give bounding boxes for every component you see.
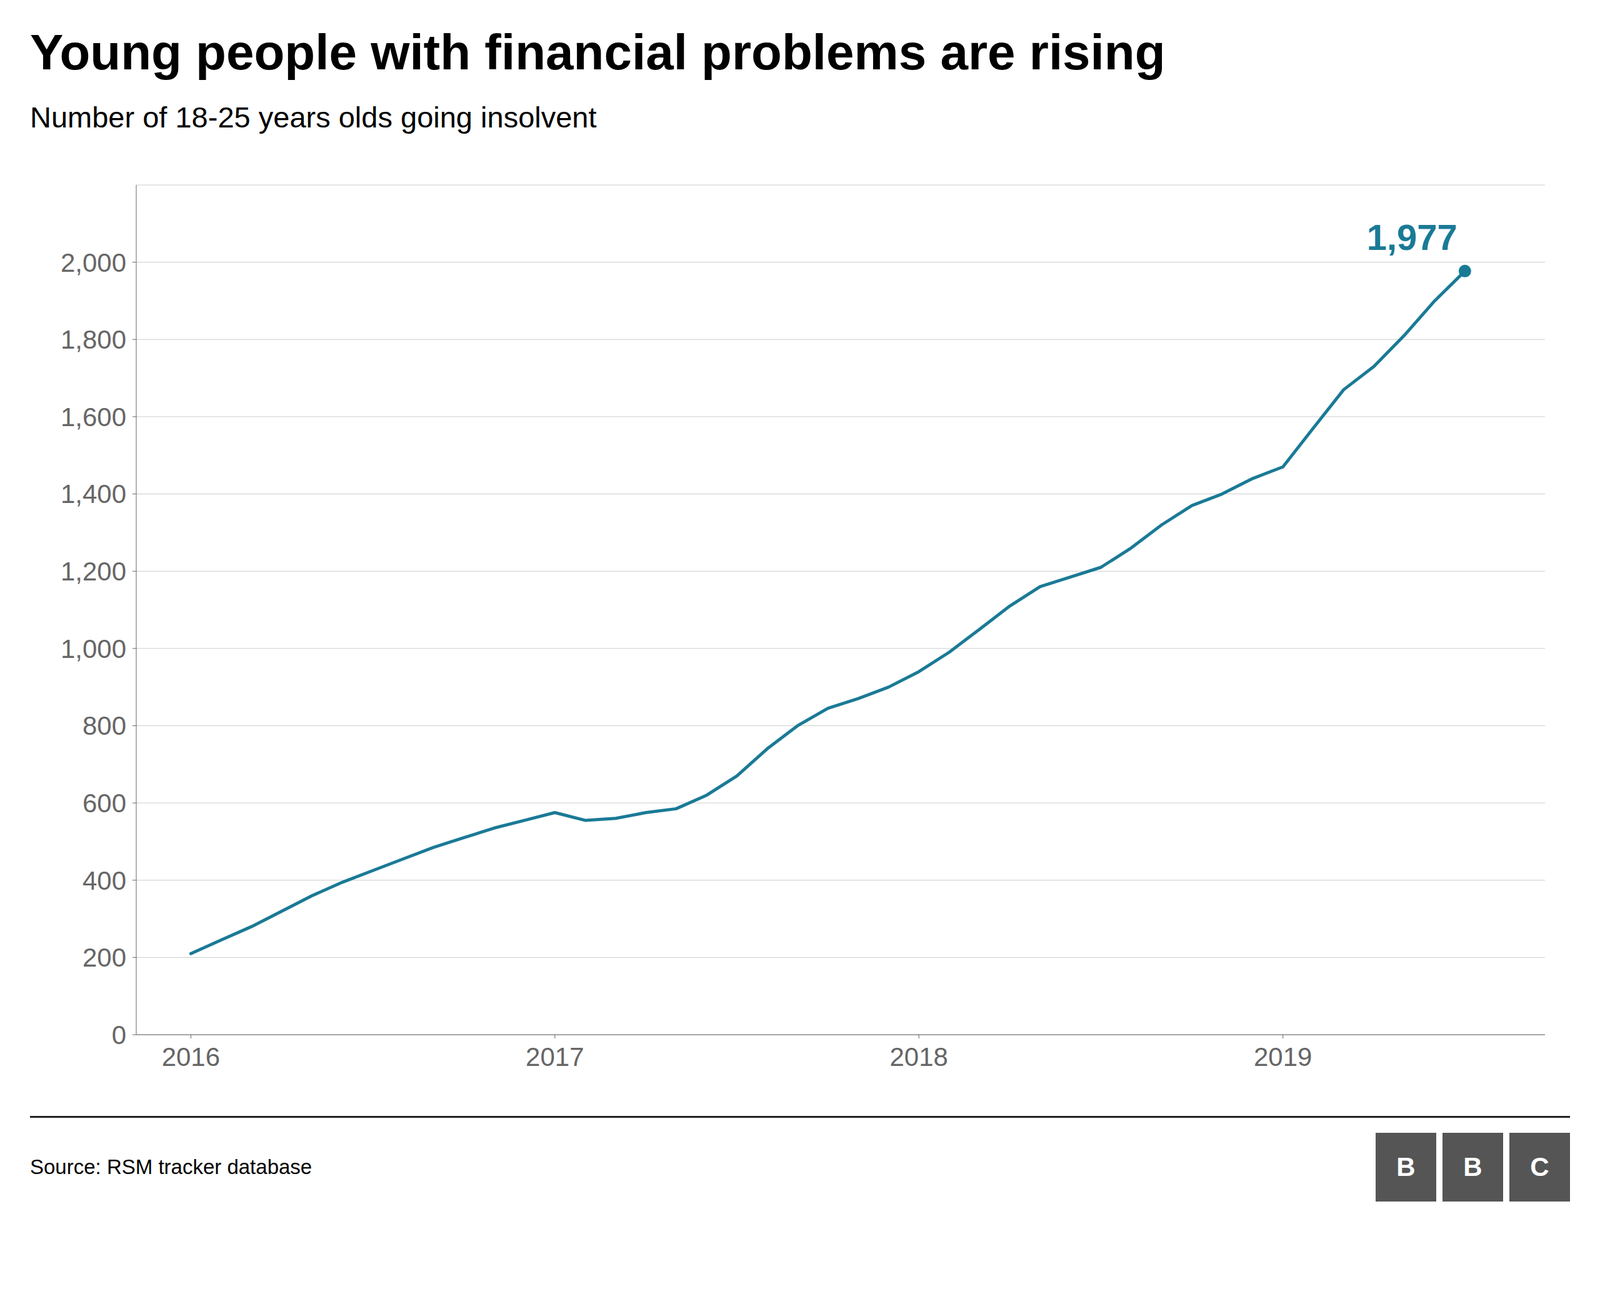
html-text:B: B [1463,1152,1483,1183]
svg-text:2019: 2019 [1253,1042,1312,1072]
svg-text:2016: 2016 [161,1042,220,1072]
html-text:Number of 18-25 years olds goi: Number of 18-25 years olds going insolve… [30,100,597,134]
svg-text:1,977: 1,977 [1366,216,1458,258]
html-text:Young people with financial pr: Young people with financial problems are… [30,24,1166,80]
html-text:C: C [1530,1152,1550,1183]
svg-text:200: 200 [82,943,127,974]
svg-text:800: 800 [82,711,127,742]
html-text:B: B [1396,1152,1416,1183]
svg-text:1,600: 1,600 [60,402,127,432]
svg-text:400: 400 [82,866,127,896]
svg-text:1,800: 1,800 [60,325,127,355]
svg-text:1,000: 1,000 [60,634,127,664]
svg-text:600: 600 [82,788,127,819]
svg-text:2017: 2017 [525,1042,584,1072]
svg-text:0: 0 [111,1020,127,1050]
svg-text:2,000: 2,000 [60,248,127,278]
svg-text:2018: 2018 [890,1042,949,1072]
svg-text:1,400: 1,400 [60,480,127,510]
svg-text:1,200: 1,200 [60,556,127,587]
html-text:Source: RSM tracker database: Source: RSM tracker database [30,1155,312,1179]
